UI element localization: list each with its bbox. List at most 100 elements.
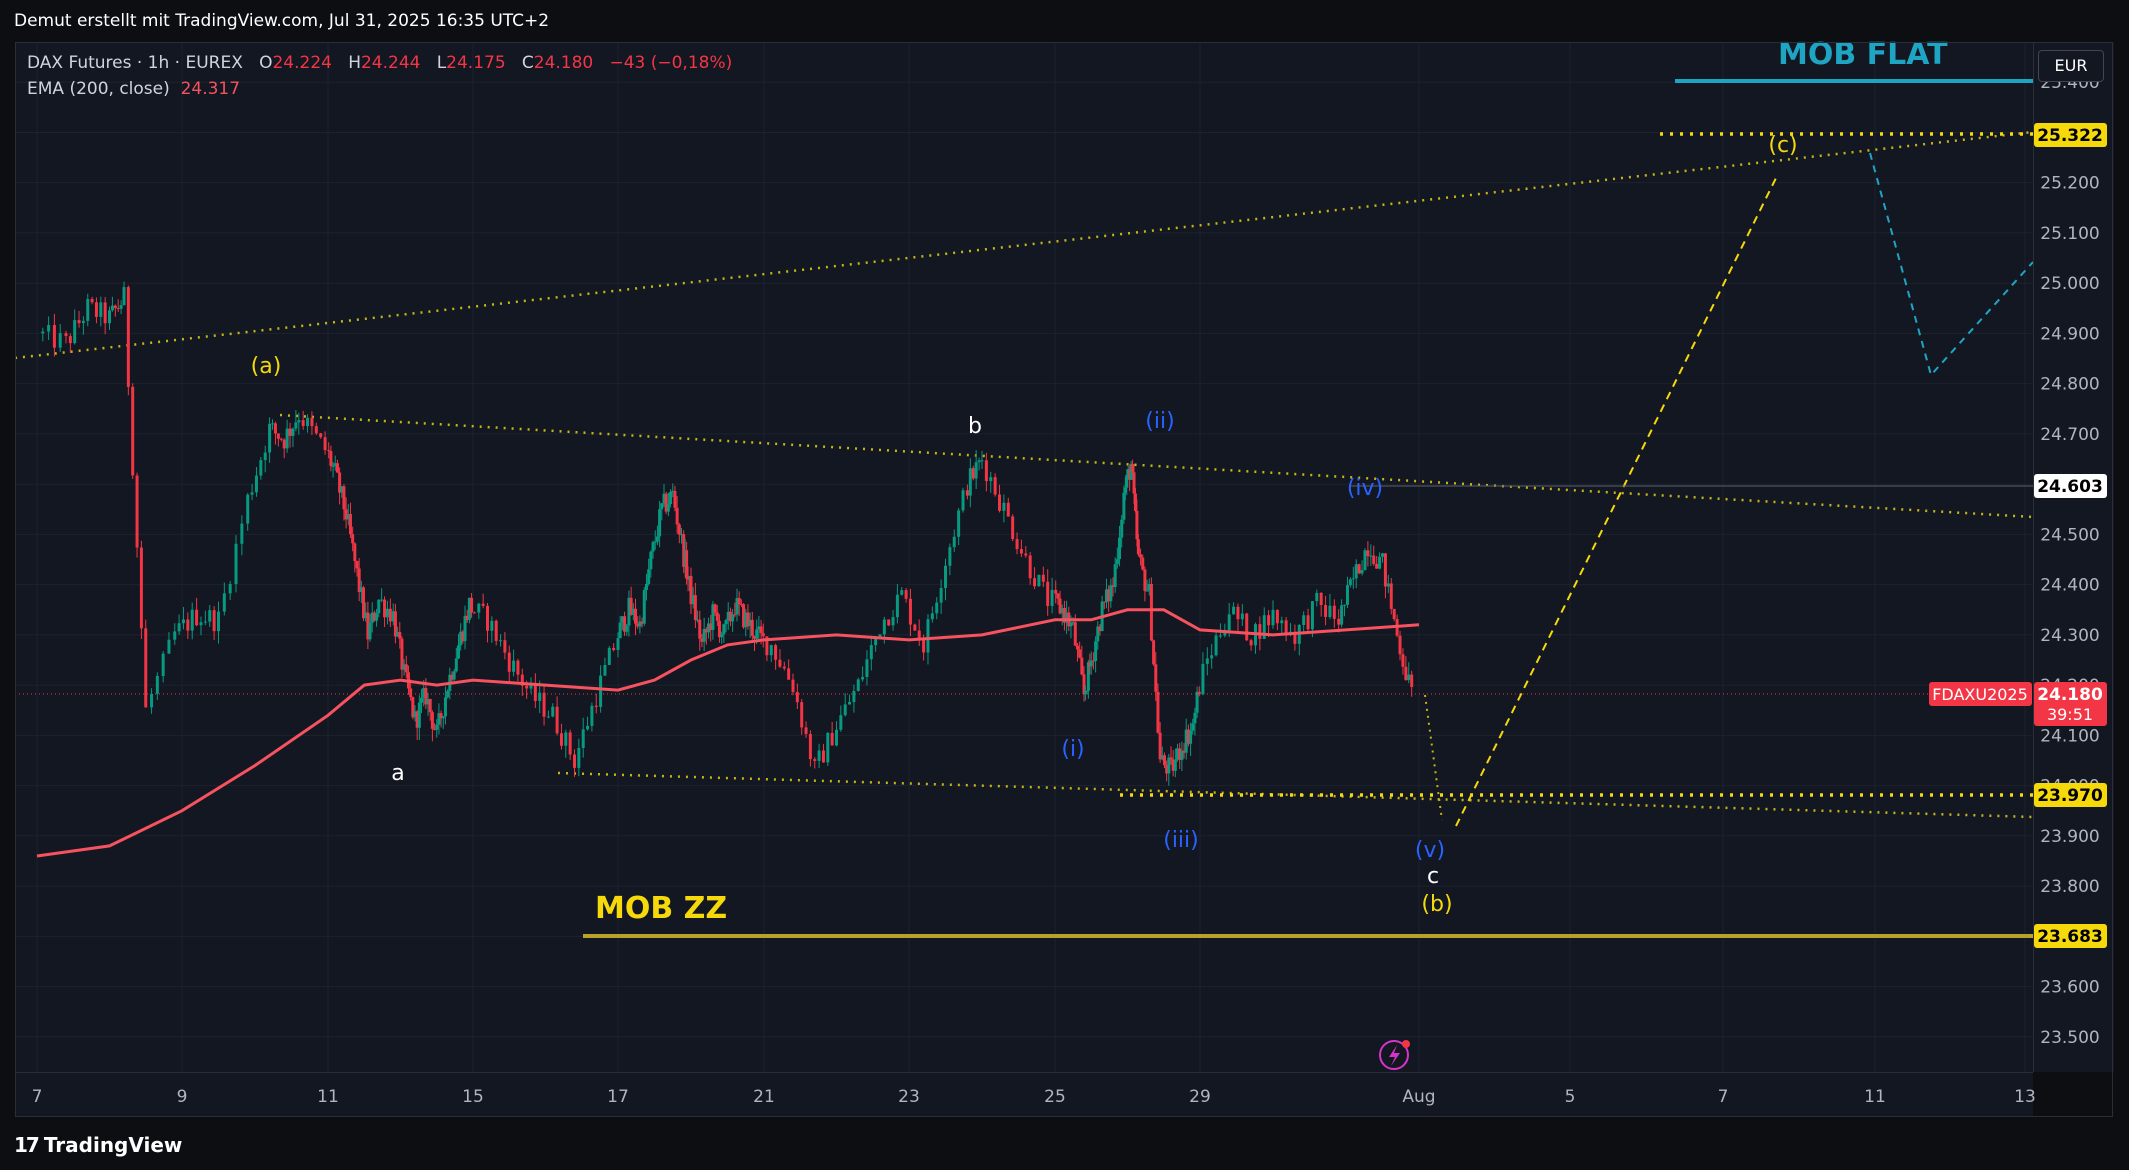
currency-button[interactable]: EUR [2038, 50, 2104, 82]
candle [1267, 615, 1271, 626]
candle [882, 619, 886, 635]
candle [1324, 605, 1328, 617]
candle [155, 675, 159, 694]
price-axis[interactable] [2033, 42, 2114, 1072]
candle [852, 690, 856, 703]
last-price-tag: 24.180 [2037, 685, 2103, 705]
candle [774, 645, 778, 660]
upper-channel-line[interactable] [15, 130, 2033, 360]
candle [634, 608, 638, 624]
candle [733, 614, 737, 616]
candle [208, 610, 212, 622]
candle [1178, 748, 1182, 760]
y-tick-label: 23.800 [2040, 877, 2099, 897]
candle [638, 621, 642, 627]
tradingview-logo[interactable]: 17 TradingView [14, 1133, 182, 1157]
candle [655, 536, 659, 542]
symbol-label[interactable]: DAX Futures · 1h · EUREX [27, 53, 243, 73]
candle [131, 386, 135, 476]
teal-projection[interactable] [1869, 152, 2033, 378]
candle [310, 417, 314, 427]
candle [1109, 585, 1113, 602]
y-tick-label: 24.900 [2040, 324, 2099, 344]
candle [821, 750, 825, 763]
candle [348, 514, 352, 535]
candle [989, 477, 993, 482]
candle [826, 732, 830, 763]
y-tick-label: 24.300 [2040, 626, 2099, 646]
candle [417, 702, 421, 728]
candle [433, 728, 437, 730]
candle [240, 523, 244, 544]
lightning-event-icon[interactable] [1379, 1040, 1410, 1070]
candle [1160, 755, 1164, 760]
candle [686, 578, 690, 580]
candle [268, 423, 272, 453]
candle [1015, 539, 1019, 550]
candle [791, 679, 795, 693]
candle [843, 704, 847, 716]
candle [1019, 549, 1023, 554]
tag-24603: 24.603 [2037, 477, 2103, 497]
candle [388, 608, 392, 622]
candle [769, 645, 773, 656]
time-axis[interactable] [15, 1072, 2033, 1118]
candle [715, 612, 719, 621]
candle [402, 664, 406, 670]
candle [669, 491, 673, 505]
candle [603, 664, 607, 676]
countdown-tag: 39:51 [2047, 705, 2093, 724]
candle [119, 305, 123, 309]
candle [1011, 516, 1015, 540]
candle [437, 713, 441, 725]
candle [465, 615, 469, 620]
candle [359, 587, 363, 592]
x-tick-label: 15 [462, 1087, 484, 1107]
candle [1094, 641, 1098, 661]
projection-up-line[interactable] [1455, 177, 1777, 827]
candle [1050, 589, 1054, 606]
candle [711, 604, 715, 630]
wave-label-c-paren: (c) [1768, 133, 1797, 158]
candle [375, 613, 379, 621]
candle [126, 287, 130, 387]
candle [616, 638, 620, 651]
candle [342, 486, 346, 510]
candle [135, 475, 139, 548]
candle [1123, 487, 1127, 493]
candle [1197, 691, 1201, 695]
candle [1054, 589, 1058, 594]
candle [1139, 554, 1143, 558]
candle [636, 623, 640, 627]
candle [291, 428, 295, 436]
candle [409, 688, 413, 698]
candle [564, 732, 568, 746]
candle [689, 575, 693, 605]
y-tick-label: 24.700 [2040, 425, 2099, 445]
candle [724, 620, 728, 625]
candle [1075, 645, 1079, 650]
candle [869, 645, 873, 660]
chart-pane[interactable] [15, 42, 2033, 1072]
candle [86, 298, 90, 321]
candle [420, 697, 424, 703]
candle [1143, 569, 1147, 591]
candle [383, 599, 387, 618]
candle [1375, 563, 1379, 569]
candle [1180, 750, 1184, 760]
candle [1357, 564, 1361, 574]
candle [461, 631, 465, 642]
candle [1240, 613, 1244, 620]
candle [1156, 691, 1160, 733]
candle [612, 647, 616, 651]
candle [454, 658, 458, 672]
ema-legend[interactable]: EMA (200, close) 24.317 [27, 79, 240, 99]
candle [957, 510, 961, 537]
candle [765, 636, 769, 656]
wave-label-c: c [1427, 864, 1439, 889]
symbol-tag: FDAXU2025 [1932, 685, 2028, 704]
ema-line[interactable] [36, 608, 1420, 858]
projection-down-line[interactable] [1424, 694, 1443, 821]
candle [1065, 612, 1069, 623]
triangle-bottom-line[interactable] [557, 771, 2033, 819]
